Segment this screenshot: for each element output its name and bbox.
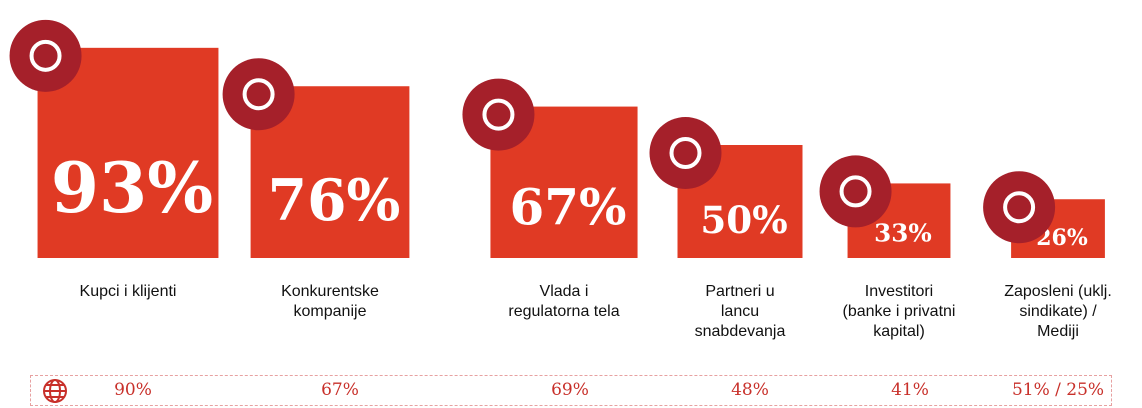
icon-glyph: [29, 39, 62, 72]
comparison-value: 41%: [891, 380, 929, 400]
icon: [819, 155, 892, 228]
icon: [222, 58, 295, 131]
icon-glyph: [242, 78, 275, 111]
comparison-value: 69%: [551, 380, 589, 400]
icon-glyph: [1003, 191, 1036, 224]
comparison-row: [30, 375, 1112, 406]
icon-glyph: [482, 98, 515, 131]
category-label: Konkurentske kompanije: [281, 283, 379, 320]
value-label: 93%: [51, 148, 213, 229]
icon: [462, 78, 535, 151]
comparison-value: 90%: [114, 380, 152, 400]
value-label: 50%: [700, 198, 787, 242]
value-label: 33%: [874, 219, 932, 248]
comparison-value: 51% / 25%: [1011, 380, 1105, 400]
category-label: Partneri u lancu snabdevanja: [694, 283, 786, 340]
comparison-value: 48%: [731, 380, 769, 400]
icon: [9, 19, 82, 92]
icon-glyph: [669, 137, 702, 169]
category-label: Zaposleni (uklj. sindikate) / Mediji: [1004, 283, 1112, 340]
value-label: 76%: [268, 168, 401, 234]
category-label: Investitori (banke i privatni kapital): [842, 283, 956, 340]
globe-icon: [43, 379, 67, 403]
icon-glyph: [839, 175, 872, 208]
category-label: Vlada i regulatorna tela: [508, 283, 620, 320]
category-label: Kupci i klijenti: [79, 283, 177, 300]
icon: [649, 117, 722, 189]
comparison-value: 67%: [321, 380, 359, 400]
value-label: 67%: [510, 178, 627, 237]
icon: [983, 171, 1056, 244]
